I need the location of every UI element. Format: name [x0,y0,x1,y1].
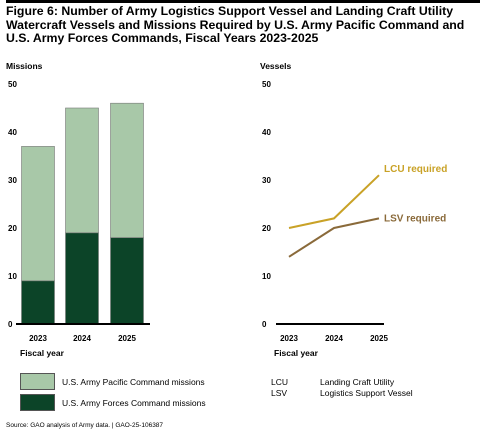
bar-segment-forces-2023 [21,280,55,325]
bar-segment-forces-2025 [110,237,144,325]
missions-bar-chart: 0 10 20 30 40 50 2023 2024 2025 [8,80,150,343]
y-tick-label: 20 [262,224,271,233]
x-tick-label: 2024 [325,334,343,343]
bar-segment-forces-2024 [65,232,99,325]
abbr-lsv-meaning: Logistics Support Vessel [320,388,413,398]
x-tick-label: 2023 [280,334,298,343]
y-tick-label: 40 [262,128,271,137]
abbr-lcu-meaning: Landing Craft Utility [320,377,395,387]
y-tick-label: 50 [262,80,271,89]
x-tick-label: 2024 [73,334,91,343]
series-line-lsv [288,217,380,258]
x-tick-label: 2025 [118,334,136,343]
y-tick-label: 20 [8,224,17,233]
x-tick-label: 2023 [29,334,47,343]
y-tick-label: 10 [262,272,271,281]
x-tick-label: 2025 [370,334,388,343]
left-y-axis-label: Missions [6,61,43,71]
figure-title: Figure 6: Number of Army Logistics Suppo… [6,4,465,45]
y-tick-label: 30 [8,176,17,185]
legend-label-forces: U.S. Army Forces Command missions [62,398,206,408]
y-tick-label: 10 [8,272,17,281]
bar-segment-pacific-2023 [21,146,55,282]
y-tick-label: 50 [8,80,17,89]
legend-label-pacific: U.S. Army Pacific Command missions [62,377,205,387]
y-tick-label: 30 [262,176,271,185]
right-x-axis-label: Fiscal year [274,348,318,358]
legend-swatch-forces [20,394,55,411]
abbr-lsv: LSV [271,388,288,398]
bar-segment-pacific-2024 [65,107,99,234]
series-label-lcu: LCU required [384,164,447,175]
series-label-lsv: LSV required [384,213,446,224]
abbr-lcu: LCU [271,377,289,387]
left-x-axis-label: Fiscal year [20,348,64,358]
y-tick-label: 0 [262,320,267,329]
legend-swatch-pacific [20,373,55,390]
right-y-axis-label: Vessels [260,61,292,71]
source-note: Source: GAO analysis of Army data. | GAO… [6,422,164,429]
vessels-line-chart: 0 10 20 30 40 50 2023 2024 2025 LCU required LSV r… [262,80,447,343]
series-line-lcu [288,174,380,229]
title-rule [6,0,480,3]
bar-segment-pacific-2025 [110,102,144,238]
y-tick-label: 40 [8,128,17,137]
y-tick-label: 0 [8,320,13,329]
